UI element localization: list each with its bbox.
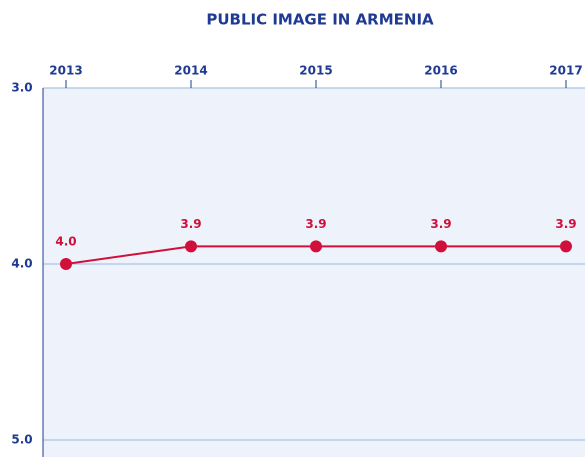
point <box>560 240 572 253</box>
data-label: 4.0 <box>55 235 76 249</box>
y-tick-label: 3.0 <box>11 81 32 95</box>
data-label: 3.9 <box>305 217 326 231</box>
y-tick-label: 4.0 <box>11 257 32 271</box>
y-tick-label: 5.0 <box>11 433 32 447</box>
x-tick-label: 2017 <box>549 64 582 78</box>
x-tick-label: 2015 <box>299 64 332 78</box>
x-tick-label: 2013 <box>49 64 82 78</box>
point <box>185 240 197 253</box>
x-tick-label: 2016 <box>424 64 457 78</box>
x-tick-label: 2014 <box>174 64 207 78</box>
point <box>60 258 72 270</box>
data-label: 3.9 <box>180 217 201 231</box>
plot-area <box>43 88 585 457</box>
data-label: 3.9 <box>430 217 451 231</box>
data-label: 3.9 <box>555 217 576 231</box>
chart-title: PUBLIC IMAGE IN ARMENIA <box>206 11 434 29</box>
point <box>435 240 447 253</box>
point <box>310 240 322 253</box>
